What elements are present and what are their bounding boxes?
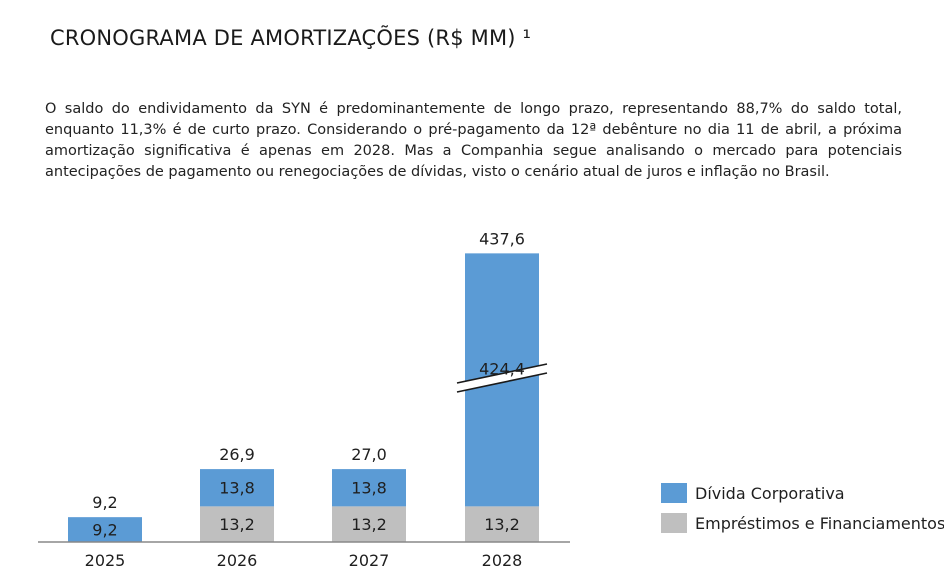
intro-paragraph: O saldo do endividamento da SYN é predom… <box>45 101 902 180</box>
segment-label-emprestimos-e-financiamentos-2027: 13,2 <box>351 515 387 534</box>
segment-label-emprestimos-e-financiamentos-2028: 13,2 <box>484 515 520 534</box>
x-tick-label-2027: 2027 <box>349 551 390 570</box>
axis-break-line-lower <box>456 372 548 393</box>
bar-divida-corporativa-2025 <box>68 517 142 542</box>
legend-item-emprestimos-financiamentos: Empréstimos e Financiamentos <box>661 511 944 535</box>
segment-label-divida-corporativa-2026: 13,8 <box>219 479 255 498</box>
bars-layer <box>68 253 548 542</box>
bar-emprestimos-e-financiamentos-2027 <box>332 506 406 542</box>
legend-swatch-emprestimos-financiamentos <box>661 513 687 533</box>
x-tick-label-2025: 2025 <box>85 551 126 570</box>
total-label-2025: 9,2 <box>92 493 117 512</box>
bar-divida-corporativa-2026 <box>200 469 274 507</box>
axis-break-gap <box>456 364 548 392</box>
segment-label-emprestimos-e-financiamentos-2026: 13,2 <box>219 515 255 534</box>
bar-emprestimos-e-financiamentos-2028 <box>465 506 539 542</box>
segment-label-divida-corporativa-2028: 424,4 <box>479 359 525 378</box>
total-label-2027: 27,0 <box>351 445 387 464</box>
chart-legend: Dívida Corporativa Empréstimos e Financi… <box>661 481 944 541</box>
legend-swatch-divida-corporativa <box>661 483 687 503</box>
bar-emprestimos-e-financiamentos-2026 <box>200 506 274 542</box>
bar-divida-corporativa-2027 <box>332 469 406 507</box>
page-title: CRONOGRAMA DE AMORTIZAÇÕES (R$ MM) ¹ <box>50 26 532 50</box>
x-tick-label-2028: 2028 <box>482 551 523 570</box>
total-label-2028: 437,6 <box>479 229 525 248</box>
x-tick-label-2026: 2026 <box>217 551 258 570</box>
axis-break-line-upper <box>456 363 548 384</box>
segment-label-divida-corporativa-2025: 9,2 <box>92 521 117 540</box>
legend-label-divida-corporativa: Dívida Corporativa <box>695 483 845 503</box>
legend-label-emprestimos-financiamentos: Empréstimos e Financiamentos <box>695 513 944 533</box>
labels-layer: 9,2 9,2 2025 13,2 13,8 26,9 2026 13,2 13,8 27,0 20… <box>85 229 525 570</box>
total-label-2026: 26,9 <box>219 445 255 464</box>
legend-item-divida-corporativa: Dívida Corporativa <box>661 481 944 505</box>
segment-label-divida-corporativa-2027: 13,8 <box>351 479 387 498</box>
